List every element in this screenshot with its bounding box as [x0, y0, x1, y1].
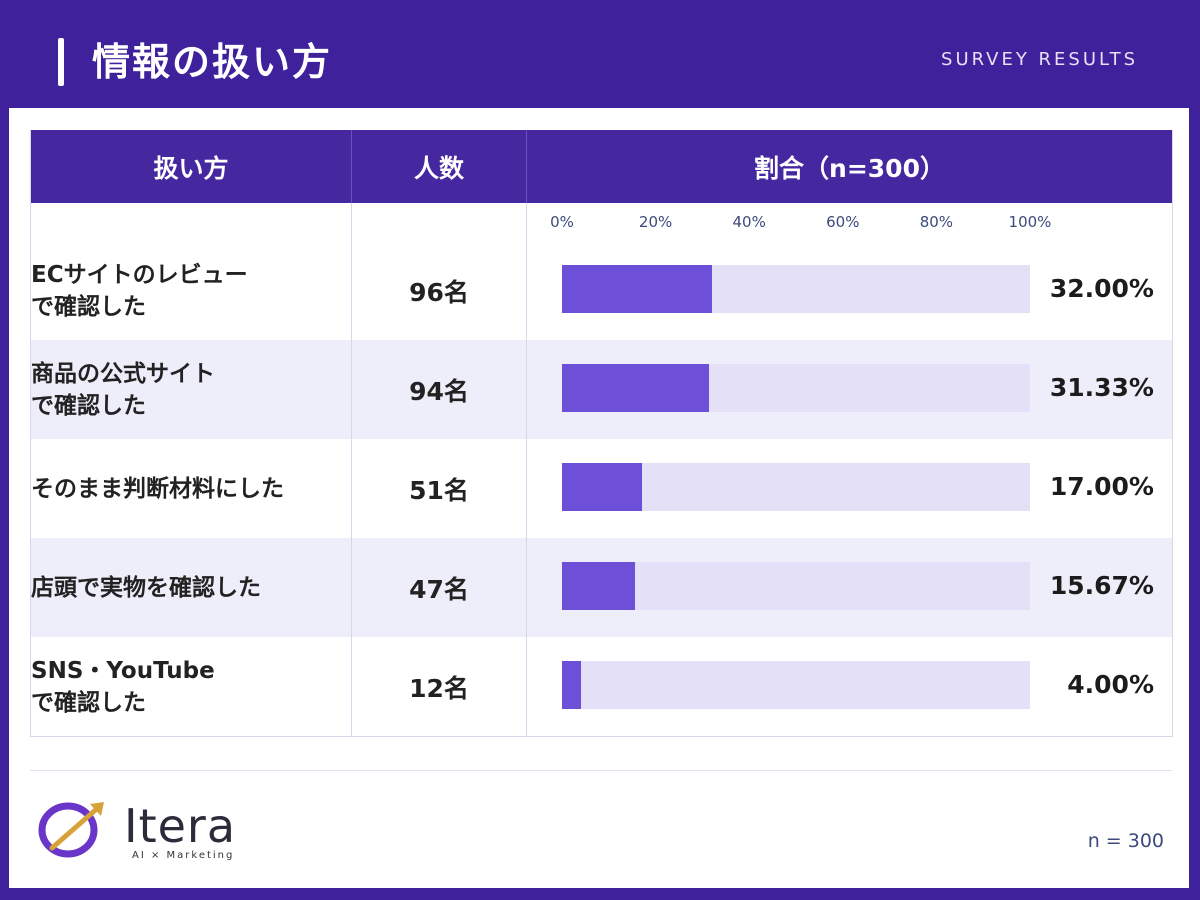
- bar-cell: 4.00%: [526, 637, 1173, 737]
- bar: [562, 661, 581, 709]
- label-line: ECサイトのレビュー: [31, 261, 248, 288]
- table-row: 商品の公式サイト で確認した 94名 31.33%: [30, 340, 1173, 439]
- row-count: 12名: [351, 637, 527, 737]
- bar-cell: 32.00%: [526, 241, 1173, 340]
- data-label: 32.00%: [1049, 274, 1154, 303]
- footer-divider: [30, 770, 1172, 771]
- table-row: 店頭で実物を確認した 47名 15.67%: [30, 538, 1173, 637]
- label-line: で確認した: [31, 293, 146, 320]
- data-label: 15.67%: [1049, 571, 1154, 600]
- data-label: 31.33%: [1049, 373, 1154, 402]
- itera-logo: Itera AI × Marketing: [38, 796, 278, 868]
- row-label: 商品の公式サイト で確認した: [30, 340, 352, 439]
- x-tick-label: 60%: [826, 213, 860, 231]
- data-label: 4.00%: [1067, 670, 1154, 699]
- bar: [562, 463, 642, 511]
- title-accent-bar: [58, 38, 64, 86]
- label-line: 店頭で実物を確認した: [31, 574, 261, 601]
- x-tick-label: 100%: [1008, 213, 1052, 231]
- bar: [562, 364, 709, 412]
- label-line: で確認した: [31, 689, 146, 716]
- bar-track: [562, 661, 1030, 709]
- bar-track: [562, 562, 1030, 610]
- bar-cell: 17.00%: [526, 439, 1173, 538]
- x-tick-label: 40%: [732, 213, 766, 231]
- column-header-ratio: 割合（n=300）: [526, 130, 1173, 203]
- axis-cell: 0% 20% 40% 60% 80% 100%: [526, 203, 1173, 241]
- axis-spacer: [30, 203, 352, 241]
- label-line: そのまま判断材料にした: [31, 475, 284, 502]
- x-tick-label: 20%: [638, 213, 673, 231]
- row-count: 94名: [351, 340, 527, 439]
- bar-track: [562, 364, 1030, 412]
- row-label: SNS・YouTube で確認した: [30, 637, 352, 737]
- bar-track: [562, 265, 1030, 313]
- table-row: SNS・YouTube で確認した 12名 4.00%: [30, 637, 1173, 737]
- row-count: 47名: [351, 538, 527, 637]
- row-count: 51名: [351, 439, 527, 538]
- x-axis: 0% 20% 40% 60% 80% 100%: [527, 203, 1172, 241]
- column-header-method: 扱い方: [30, 130, 352, 203]
- page-subtitle: SURVEY RESULTS: [941, 49, 1138, 70]
- logo-wordmark: Itera: [124, 799, 237, 853]
- results-table: 扱い方 人数 割合（n=300） 0% 20% 40% 60% 80% 100% ECサイ…: [30, 130, 1173, 737]
- label-line: SNS・YouTube: [31, 657, 215, 684]
- row-label: そのまま判断材料にした: [30, 439, 352, 538]
- axis-row: 0% 20% 40% 60% 80% 100%: [30, 203, 1173, 241]
- table-row: ECサイトのレビュー で確認した 96名 32.00%: [30, 241, 1173, 340]
- column-header-count: 人数: [351, 130, 527, 203]
- label-line: で確認した: [31, 392, 146, 419]
- axis-spacer: [351, 203, 527, 241]
- sample-size-note: n = 300: [1087, 830, 1164, 852]
- row-label: ECサイトのレビュー で確認した: [30, 241, 352, 340]
- row-count: 96名: [351, 241, 527, 340]
- data-label: 17.00%: [1049, 472, 1154, 501]
- page-title: 情報の扱い方: [92, 40, 333, 84]
- table-row: そのまま判断材料にした 51名 17.00%: [30, 439, 1173, 538]
- bar-cell: 15.67%: [526, 538, 1173, 637]
- x-tick-label: 0%: [550, 213, 574, 231]
- bar-cell: 31.33%: [526, 340, 1173, 439]
- logo-orbit-icon: [38, 802, 104, 858]
- bar: [562, 562, 636, 610]
- row-label: 店頭で実物を確認した: [30, 538, 352, 637]
- bar: [562, 265, 712, 313]
- bar-track: [562, 463, 1030, 511]
- logo-tagline: AI × Marketing: [132, 850, 235, 861]
- page-header: 情報の扱い方 SURVEY RESULTS: [0, 0, 1200, 108]
- x-tick-label: 80%: [919, 213, 954, 231]
- label-line: 商品の公式サイト: [31, 360, 215, 387]
